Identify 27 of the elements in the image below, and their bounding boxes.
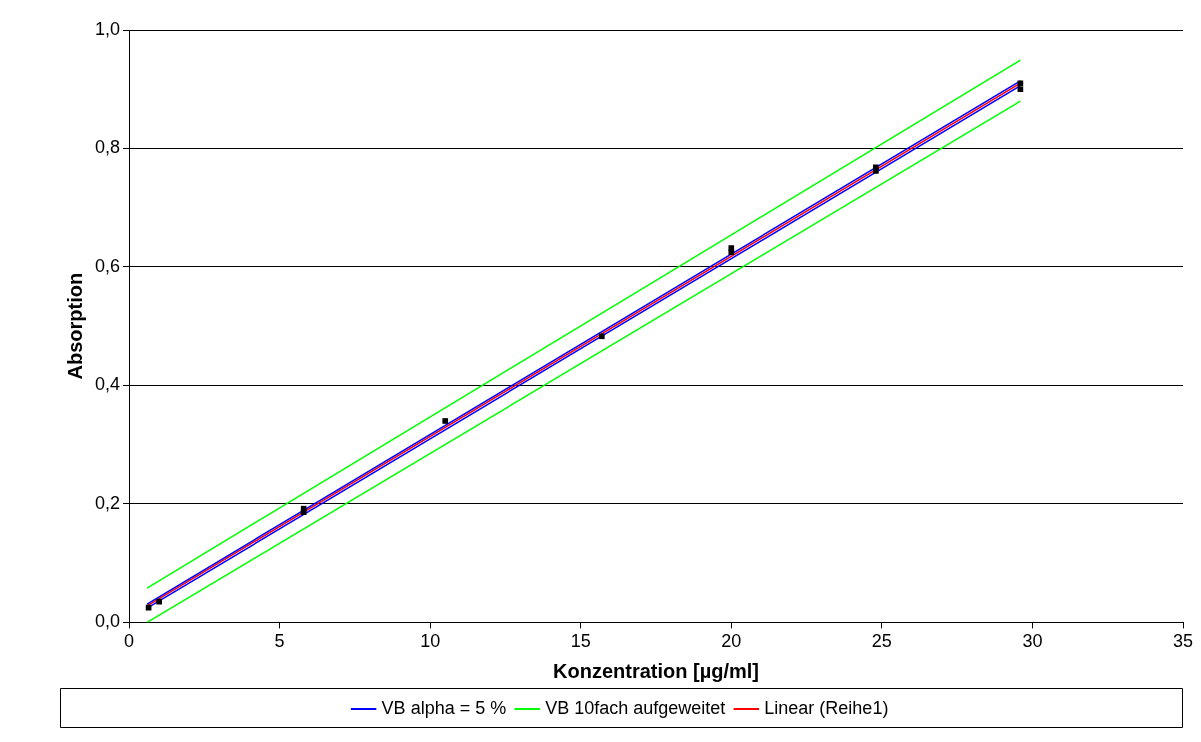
x-tick-label: 30 [1022, 631, 1043, 652]
y-tick-label: 0,6 [94, 255, 121, 276]
legend-label: VB 10fach aufgeweitet [545, 697, 726, 718]
point [598, 333, 605, 340]
point [156, 598, 162, 605]
legend-label: VB alpha = 5 % [381, 697, 507, 718]
x-tick-label: 35 [1172, 631, 1194, 652]
point [1017, 86, 1024, 93]
y-tick-label: 0,4 [94, 374, 121, 395]
y-tick-label: 1,0 [94, 18, 121, 39]
y-tick-label: 0,2 [94, 492, 121, 513]
legend-label: Linear (Reihe1) [764, 697, 889, 718]
x-tick-label: 5 [274, 631, 285, 652]
point [728, 249, 735, 255]
point [873, 168, 879, 174]
point [1017, 80, 1024, 87]
y-tick-label: 0,0 [94, 611, 121, 632]
y-axis-title: Absorption [63, 272, 86, 380]
x-tick-label: 20 [721, 631, 742, 652]
point [300, 509, 307, 516]
y-tick-label: 0,8 [94, 137, 121, 158]
x-tick-label: 10 [420, 631, 441, 652]
x-tick-label: 25 [871, 631, 892, 652]
x-tick-label: 0 [124, 631, 135, 652]
point [442, 418, 449, 424]
x-tick-label: 15 [570, 631, 591, 652]
x-axis-title: Konzentration [µg/ml] [553, 659, 759, 682]
